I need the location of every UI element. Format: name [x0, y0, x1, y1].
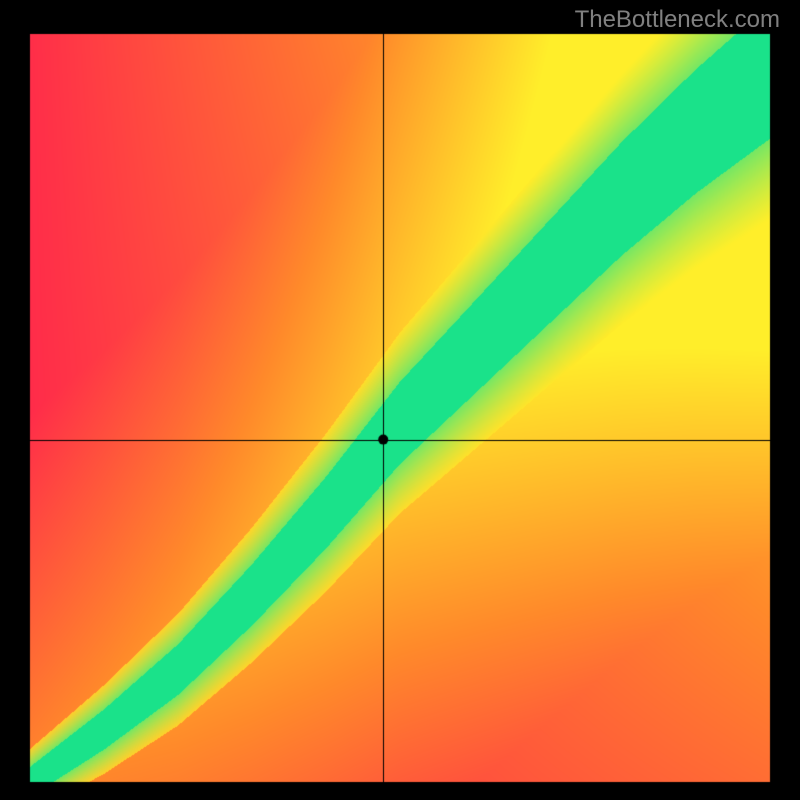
chart-container: TheBottleneck.com — [0, 0, 800, 800]
heatmap-canvas — [0, 0, 800, 800]
watermark-text: TheBottleneck.com — [575, 6, 780, 34]
